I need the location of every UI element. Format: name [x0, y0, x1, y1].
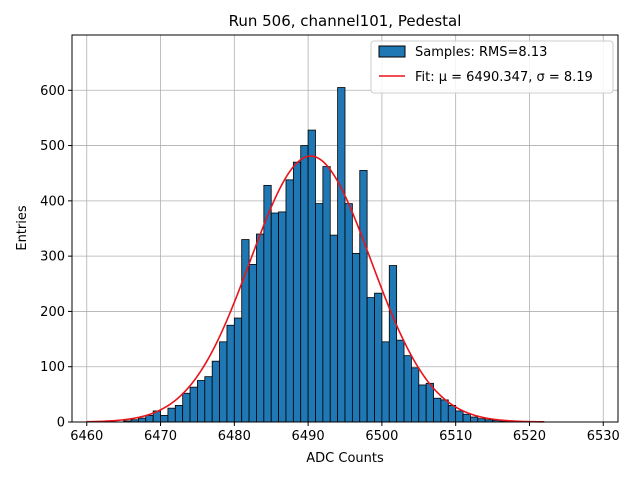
histogram-bar: [204, 376, 213, 423]
histogram-bar: [440, 399, 449, 423]
histogram-bar: [233, 317, 243, 423]
y-tick-label: 100: [40, 360, 65, 375]
histogram-bar: [462, 413, 471, 423]
x-tick-label: 6480: [218, 429, 251, 444]
histogram-bar: [219, 341, 228, 423]
histogram-bar: [455, 410, 464, 423]
histogram-bar: [337, 87, 346, 423]
histogram-bar: [248, 264, 257, 423]
histogram-bar: [344, 203, 353, 423]
histogram-bar: [315, 203, 324, 423]
histogram-bar: [300, 145, 309, 423]
y-axis-label: Entries: [15, 205, 30, 251]
histogram-bar: [292, 161, 302, 423]
histogram-bar: [411, 367, 420, 423]
histogram-bar: [396, 339, 405, 423]
histogram-bar: [189, 386, 198, 423]
x-tick-label: 6530: [587, 429, 620, 444]
histogram-bar: [447, 405, 457, 423]
y-tick-label: 300: [40, 250, 65, 265]
histogram-bar: [329, 234, 339, 423]
histogram-bar: [160, 414, 169, 423]
histogram-bar: [174, 405, 184, 423]
gaussian-fit-curve: [86, 155, 545, 423]
legend: Samples: RMS=8.13 Fit: μ = 6490.347, σ =…: [370, 40, 614, 94]
legend-swatch-samples: [378, 45, 406, 58]
x-tick-label: 6490: [292, 429, 325, 444]
histogram-bar: [322, 166, 331, 423]
x-axis-ticks: 6460 6470 6480 6490 6500 6510 6520 6530: [70, 422, 620, 444]
histogram-bar: [256, 233, 265, 423]
histogram-bar: [381, 341, 390, 423]
histogram-bar: [388, 265, 398, 423]
y-tick-label: 0: [57, 416, 65, 431]
axes-frame: [71, 34, 619, 423]
x-tick-label: 6460: [70, 429, 103, 444]
histogram-bar: [374, 292, 383, 423]
y-tick-label: 400: [40, 194, 65, 209]
y-tick-label: 600: [40, 84, 65, 99]
legend-label-fit: Fit: μ = 6490.347, σ = 8.19: [415, 70, 593, 85]
x-axis-label: ADC Counts: [306, 451, 384, 466]
histogram-bar: [211, 360, 220, 423]
histogram-bar: [403, 355, 412, 423]
histogram-bar: [197, 380, 206, 423]
histogram-bar: [182, 392, 191, 423]
x-tick-label: 6500: [365, 429, 398, 444]
histogram-bar: [307, 129, 316, 423]
histogram-bar: [270, 212, 279, 423]
histogram-bar: [433, 397, 442, 423]
histogram-bar: [285, 179, 294, 423]
histogram-bar: [418, 384, 427, 423]
x-tick-label: 6520: [513, 429, 546, 444]
x-tick-label: 6470: [144, 429, 177, 444]
chart-title: Run 506, channel101, Pedestal: [229, 12, 462, 30]
histogram-bar: [167, 407, 176, 423]
y-axis-ticks: 0 100 200 300 400 500 600: [40, 84, 72, 431]
histogram-bar: [145, 414, 154, 423]
histogram-bar: [138, 417, 147, 423]
histogram-bar: [359, 170, 368, 423]
histogram-bar: [425, 382, 434, 423]
histogram-bar: [351, 252, 361, 423]
histogram-bar: [226, 324, 235, 423]
legend-box: [370, 40, 614, 94]
y-tick-label: 500: [40, 139, 65, 154]
legend-label-samples: Samples: RMS=8.13: [415, 45, 547, 60]
x-tick-label: 6510: [439, 429, 472, 444]
histogram-bar: [470, 416, 479, 423]
histogram-bar: [278, 211, 287, 423]
histogram-bar: [366, 297, 375, 423]
y-tick-label: 200: [40, 305, 65, 320]
